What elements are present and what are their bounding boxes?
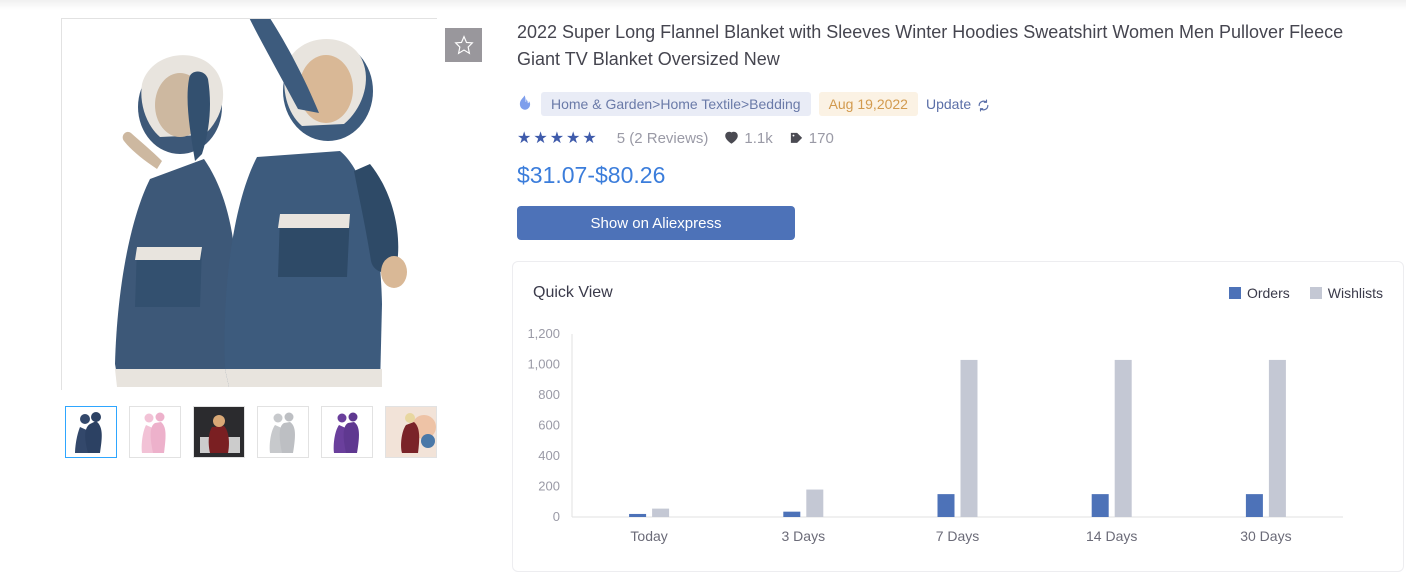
svg-text:7 Days: 7 Days xyxy=(936,528,980,544)
svg-text:0: 0 xyxy=(553,509,560,524)
svg-text:400: 400 xyxy=(538,448,560,463)
svg-text:3 Days: 3 Days xyxy=(782,528,826,544)
svg-text:30 Days: 30 Days xyxy=(1240,528,1291,544)
svg-text:800: 800 xyxy=(538,387,560,402)
svg-text:14 Days: 14 Days xyxy=(1086,528,1137,544)
svg-text:Today: Today xyxy=(630,528,667,544)
svg-text:1,000: 1,000 xyxy=(527,357,560,372)
svg-text:1,200: 1,200 xyxy=(527,326,560,341)
svg-text:200: 200 xyxy=(538,479,560,494)
svg-text:600: 600 xyxy=(538,418,560,433)
